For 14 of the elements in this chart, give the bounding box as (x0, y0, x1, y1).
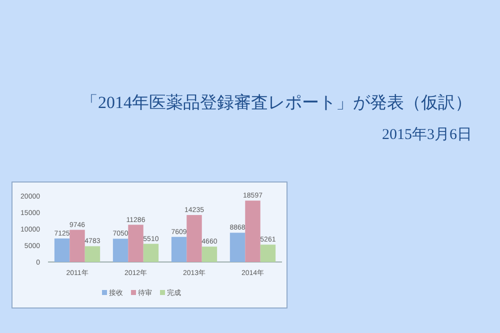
bar (143, 244, 159, 262)
bar (128, 224, 144, 262)
bar (54, 238, 70, 262)
chart-title: 「2014年医薬品登録審査レポート」が発表（仮訳） (81, 93, 472, 112)
bar (260, 244, 276, 262)
bar (70, 230, 85, 262)
bar (171, 236, 187, 262)
bar (245, 200, 260, 262)
bar (202, 246, 218, 262)
bar (230, 232, 246, 262)
bar (112, 238, 128, 262)
bar (84, 246, 100, 262)
text: 2015年3月6日 (382, 126, 472, 143)
bar (186, 215, 202, 262)
